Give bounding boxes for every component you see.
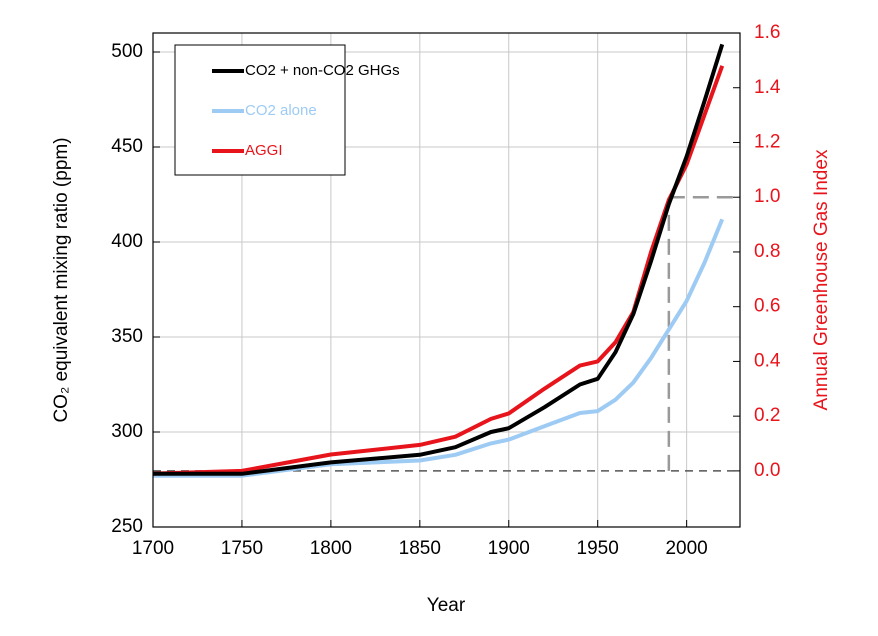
x-tick-label: 2000 (665, 538, 707, 559)
y2-tick-label: 1.0 (754, 186, 780, 207)
y-tick-label: 450 (111, 136, 143, 157)
y2-axis-label: Annual Greenhouse Gas Index (811, 149, 832, 410)
y2-tick-label: 0.2 (754, 405, 780, 426)
legend-label: CO2 alone (245, 102, 317, 119)
x-tick-label: 1750 (221, 538, 263, 559)
y2-tick-label: 1.4 (754, 77, 781, 98)
y2-tick-label: 0.0 (754, 460, 780, 481)
legend-label: AGGI (245, 142, 283, 159)
y-tick-label: 300 (111, 421, 143, 442)
legend: CO2 + non-CO2 GHGs CO2 alone AGGI (174, 44, 400, 176)
y2-tick-label: 0.6 (754, 296, 780, 317)
legend-label: CO2 + non-CO2 GHGs (245, 62, 400, 79)
x-tick-label: 1950 (577, 538, 619, 559)
y-tick-label: 400 (111, 231, 143, 252)
x-tick-label: 1850 (399, 538, 441, 559)
y2-tick-label: 1.6 (754, 22, 780, 43)
y2-tick-label: 0.4 (754, 350, 781, 371)
series-line (153, 218, 725, 478)
y2-tick-label: 1.2 (754, 131, 780, 152)
y2-tick-label: 0.8 (754, 241, 780, 262)
x-tick-label: 1800 (310, 538, 352, 559)
x-tick-label: 1900 (488, 538, 530, 559)
plot-frame (152, 32, 741, 528)
x-axis-label: Year (427, 595, 466, 616)
y-tick-label: 250 (111, 516, 143, 537)
x-tick-label: 1700 (132, 538, 174, 559)
y-axis-label: CO₂ equivalent mixing ratio (ppm) (51, 137, 72, 422)
y-tick-label: 350 (111, 326, 143, 347)
series-line (153, 43, 725, 476)
y-tick-label: 500 (111, 41, 143, 62)
legend-box (174, 44, 346, 176)
